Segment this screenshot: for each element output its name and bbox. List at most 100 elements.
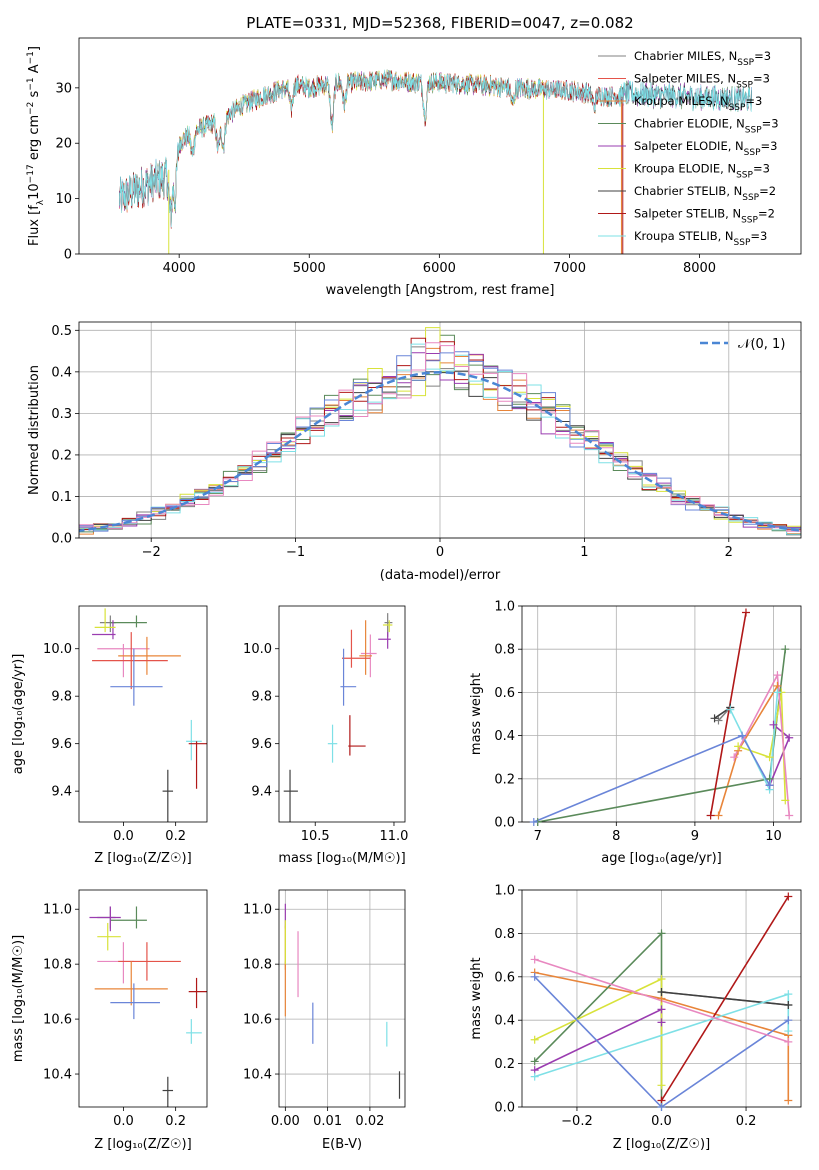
- weight-line: [737, 692, 787, 801]
- y-axis-label: Normed distribution: [27, 365, 42, 495]
- y-tick-label: 0.4: [51, 365, 72, 380]
- y-axis-label: Flux [fλ10−17 erg cm−2 s−1 A−1]: [26, 46, 46, 246]
- x-axis-label: age [log₁₀(age/yr)]: [601, 851, 722, 866]
- weight-marker: [714, 811, 723, 820]
- weight-line: [709, 612, 747, 816]
- weight-line: [660, 896, 789, 1101]
- weight-marker: [784, 1001, 793, 1010]
- y-tick-label: 0.6: [494, 970, 515, 985]
- legend-entry: 𝒩(0, 1): [738, 337, 785, 352]
- y-tick-label: 9.8: [51, 690, 72, 705]
- legend: Chabrier MILES, NSSP=3 Salpeter MILES, NS…: [598, 49, 779, 248]
- y-tick-label: 0.4: [494, 1014, 515, 1029]
- normal-curve: [79, 371, 801, 532]
- weight-line: [717, 685, 779, 816]
- x-tick-label: 0: [436, 545, 444, 560]
- y-tick-label: 9.4: [251, 785, 272, 800]
- weight-marker: [726, 705, 735, 714]
- weight-marker: [530, 1057, 539, 1066]
- y-tick-label: 0.8: [494, 643, 515, 658]
- x-tick-label: 8000: [683, 261, 716, 276]
- y-tick-label: 0.0: [494, 1101, 515, 1116]
- weight-marker: [784, 1096, 793, 1105]
- axes-frame: [78, 889, 208, 1108]
- x-tick-label: 0.02: [355, 1114, 384, 1129]
- y-tick-label: 9.6: [251, 737, 272, 752]
- y-tick-label: 10: [55, 192, 72, 207]
- weight-marker: [657, 929, 666, 938]
- weight-marker: [710, 714, 719, 723]
- axes-residuals: −2 −1 0 1 2 0.0 0.1 0.2 0.3 0.4 0.5 (data-model)/er…: [27, 321, 802, 583]
- weight-marker: [785, 811, 794, 820]
- y-tick-label: 0.0: [51, 532, 72, 547]
- x-tick-label: 0.2: [165, 829, 186, 844]
- plot-area-mass_age: [283, 613, 393, 822]
- residual-histogram: [79, 342, 801, 532]
- x-axis-label: E(B-V): [322, 1137, 362, 1152]
- plot-area-z_mass: [89, 906, 207, 1107]
- x-tick-label: 0.0: [113, 829, 134, 844]
- plot-area-spectrum: [119, 69, 752, 254]
- weight-marker: [657, 974, 666, 983]
- y-tick-label: 0.0: [494, 816, 515, 831]
- weight-marker: [781, 645, 790, 654]
- plot-area-age_weight: [533, 612, 791, 822]
- y-tick-label: 0.2: [494, 772, 515, 787]
- residual-histogram: [79, 351, 801, 537]
- legend-entry: Salpeter ELODIE, NSSP=3: [634, 139, 777, 158]
- x-tick-label: 0.0: [113, 1114, 134, 1129]
- figure-title: PLATE=0331, MJD=52368, FIBERID=0047, z=0…: [246, 14, 633, 32]
- y-tick-label: 9.6: [51, 737, 72, 752]
- legend-entry: Chabrier MILES, NSSP=3: [634, 49, 771, 68]
- axes-frame: [278, 889, 406, 1108]
- weight-line: [534, 1008, 663, 1071]
- legend-entry: Kroupa MILES, NSSP=3: [634, 94, 762, 113]
- x-axis-label: Z [log₁₀(Z/Z☉)]: [94, 851, 191, 866]
- weight-line: [729, 692, 779, 793]
- weight-marker: [785, 733, 794, 742]
- y-tick-label: 10.4: [43, 1068, 72, 1083]
- x-tick-label: 1: [580, 545, 588, 560]
- weight-marker: [738, 731, 747, 740]
- x-tick-label: 0.2: [736, 1114, 757, 1129]
- plot-area-residuals: [79, 327, 801, 537]
- y-tick-label: 10.8: [243, 958, 272, 973]
- weight-line: [534, 976, 789, 1107]
- weight-marker: [784, 990, 793, 999]
- y-tick-label: 10.6: [43, 1013, 72, 1028]
- axes-mass_age: 10.5 11.0 9.4 9.6 9.8 10.0 mass [log₁₀(M/M☉)]: [243, 605, 408, 866]
- y-tick-label: 0.8: [494, 927, 515, 942]
- plot-area-ebv_mass: [284, 903, 401, 1099]
- weight-marker: [784, 892, 793, 901]
- x-tick-label: 11.0: [379, 829, 408, 844]
- axes-frame: [278, 605, 406, 823]
- weight-marker: [530, 955, 539, 964]
- plot-area-z_age: [92, 608, 207, 822]
- weight-marker: [657, 1103, 666, 1111]
- x-tick-label: 8: [612, 829, 620, 844]
- x-axis-label: wavelength [Angstrom, rest frame]: [326, 283, 555, 298]
- x-tick-label: −2: [142, 545, 161, 560]
- x-tick-label: 5000: [293, 261, 326, 276]
- weight-marker: [657, 1018, 666, 1027]
- weight-marker: [784, 1027, 793, 1036]
- legend-entry: Chabrier STELIB, NSSP=2: [634, 184, 776, 203]
- axes-z_mass: 0.0 0.2 10.4 10.6 10.8 11.0 Z [log₁₀(Z/Z☉)] mas…: [11, 889, 208, 1152]
- weight-marker: [765, 753, 774, 762]
- y-axis-label: mass [log₁₀(M/M☉)]: [11, 935, 26, 1062]
- y-tick-label: 0.1: [51, 490, 72, 505]
- y-tick-label: 30: [55, 81, 72, 96]
- y-tick-label: 10.0: [243, 642, 272, 657]
- axes-frame: [78, 37, 802, 255]
- y-axis-label: mass weight: [469, 673, 484, 755]
- y-tick-label: 1.0: [494, 884, 515, 899]
- legend-entry: Kroupa STELIB, NSSP=3: [634, 229, 767, 248]
- y-tick-label: 0: [64, 248, 72, 263]
- y-tick-label: 0.4: [494, 729, 515, 744]
- y-axis-label: age [log₁₀(age/yr)]: [11, 654, 26, 775]
- y-tick-label: 9.8: [251, 690, 272, 705]
- spectrum-series: [119, 69, 752, 228]
- x-tick-label: 2: [725, 545, 733, 560]
- legend-entry: Salpeter MILES, NSSP=3: [634, 72, 770, 91]
